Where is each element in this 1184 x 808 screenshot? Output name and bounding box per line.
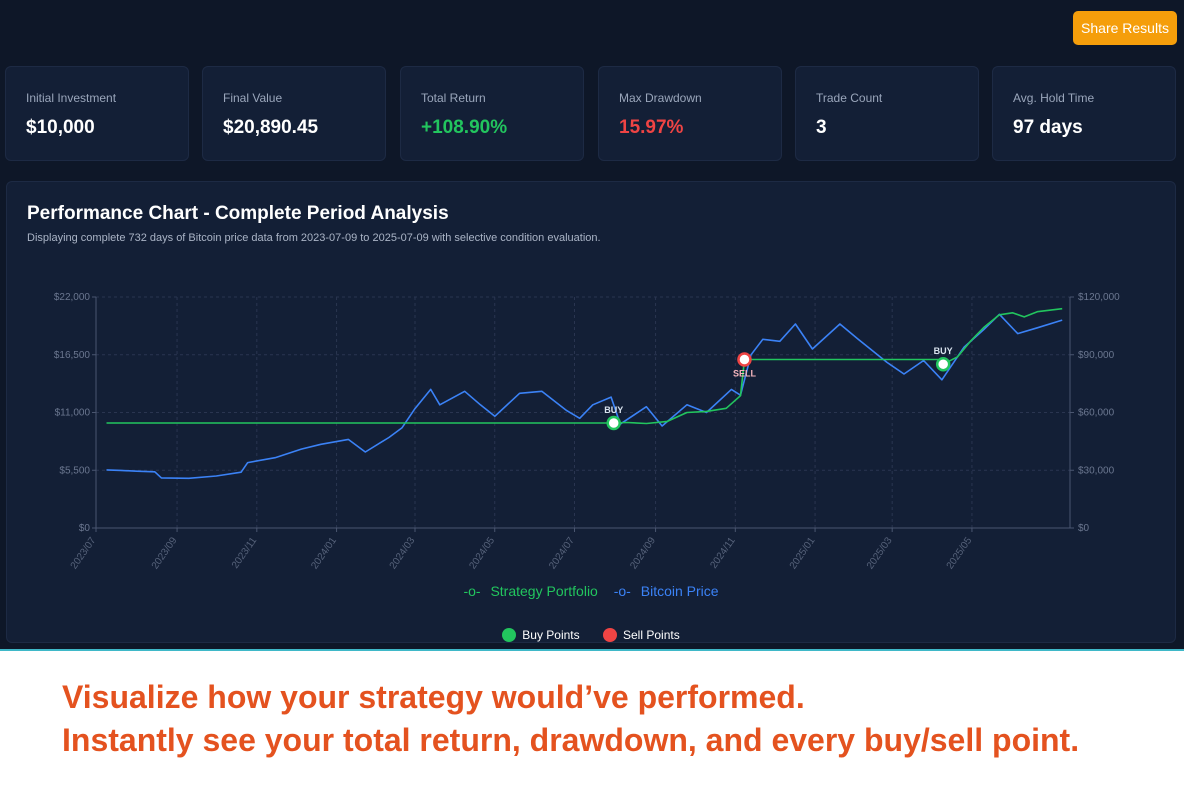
x-tick-label: 2025/03 bbox=[865, 535, 895, 571]
metric-label: Max Drawdown bbox=[619, 91, 702, 105]
x-tick-label: 2024/11 bbox=[708, 535, 738, 571]
metric-value: +108.90% bbox=[421, 117, 508, 138]
y-right-tick-label: $60,000 bbox=[1078, 408, 1115, 419]
x-tick-label: 2025/05 bbox=[945, 535, 975, 571]
buy-marker: BUY bbox=[604, 405, 623, 431]
buy-marker-label: BUY bbox=[934, 346, 953, 356]
sell-points-legend: Sell Points bbox=[603, 628, 680, 642]
strategy-portfolio-line bbox=[106, 307, 1063, 425]
x-tick-label: 2023/11 bbox=[230, 535, 260, 571]
buy-dot-icon bbox=[502, 628, 517, 642]
chart-grid bbox=[95, 296, 1070, 529]
x-tick-label: 2024/03 bbox=[388, 535, 418, 571]
chart-panel-subtitle: Displaying complete 732 days of Bitcoin … bbox=[27, 232, 601, 244]
legend-item-bitcoin[interactable]: -o- Bitcoin Price bbox=[611, 583, 722, 599]
performance-chart: $0 $0 $5,500 $30,000 $11,000 $60,000 $16,500 $9… bbox=[54, 292, 1120, 571]
metric-value: $20,890.45 bbox=[223, 117, 319, 138]
caption-line-1: Visualize how your strategy would’ve per… bbox=[62, 679, 805, 715]
y-right-tick-label: $0 bbox=[1078, 523, 1090, 534]
metric-label: Trade Count bbox=[816, 91, 883, 105]
legend-item-strategy[interactable]: -o- Strategy Portfolio bbox=[460, 583, 600, 599]
sell-points-label: Sell Points bbox=[623, 628, 680, 642]
chart-trade-markers: BUY SELL BUY bbox=[604, 346, 953, 431]
metric-value: 97 days bbox=[1013, 117, 1083, 138]
buy-points-legend: Buy Points bbox=[502, 628, 580, 642]
strategy-portfolio-series bbox=[106, 309, 1062, 424]
y-right-tick-label: $30,000 bbox=[1078, 465, 1115, 476]
metric-label: Avg. Hold Time bbox=[1013, 91, 1095, 105]
sell-marker: SELL bbox=[733, 352, 757, 378]
chart-series-lines bbox=[106, 307, 1063, 480]
x-tick-label: 2025/01 bbox=[788, 535, 818, 571]
metric-card-avg-hold-time: Avg. Hold Time 97 days bbox=[992, 66, 1176, 161]
caption-line-2: Instantly see your total return, drawdow… bbox=[62, 722, 1080, 758]
y-left-tick-label: $22,000 bbox=[54, 292, 91, 303]
metric-label: Total Return bbox=[421, 91, 486, 105]
promo-caption: Visualize how your strategy would’ve per… bbox=[62, 676, 1079, 762]
performance-chart-panel: Performance Chart - Complete Period Anal… bbox=[6, 181, 1176, 643]
y-left-tick-label: $0 bbox=[79, 523, 91, 534]
y-left-tick-label: $11,000 bbox=[55, 408, 91, 419]
bitcoin-price-line bbox=[106, 313, 1063, 480]
sell-marker-dot bbox=[737, 352, 752, 367]
legend-label: Strategy Portfolio bbox=[490, 583, 598, 599]
app-window: Share Results Initial Investment $10,000… bbox=[0, 0, 1184, 650]
metric-label: Initial Investment bbox=[26, 91, 117, 105]
x-tick-label: 2024/09 bbox=[628, 535, 658, 571]
buy-marker-dot bbox=[935, 356, 951, 372]
bitcoin-price-series bbox=[106, 314, 1062, 478]
sell-dot-icon bbox=[603, 628, 617, 642]
sell-marker-label: SELL bbox=[733, 368, 757, 378]
chart-axes bbox=[92, 296, 1074, 532]
metric-value: 15.97% bbox=[619, 117, 684, 138]
x-tick-label: 2023/07 bbox=[69, 535, 99, 571]
y-right-tick-label: $120,000 bbox=[1078, 292, 1120, 303]
x-tick-label: 2023/09 bbox=[150, 535, 180, 571]
chart-panel-title: Performance Chart - Complete Period Anal… bbox=[27, 203, 449, 224]
legend-line-icon: -o- bbox=[613, 583, 631, 599]
metric-card-total-return: Total Return +108.90% bbox=[400, 66, 584, 161]
y-left-tick-label: $16,500 bbox=[54, 350, 91, 361]
metric-card-trade-count: Trade Count 3 bbox=[795, 66, 979, 161]
metric-card-initial-investment: Initial Investment $10,000 bbox=[5, 66, 189, 161]
buy-points-label: Buy Points bbox=[522, 628, 580, 642]
metric-value: $10,000 bbox=[26, 117, 95, 138]
metric-card-final-value: Final Value $20,890.45 bbox=[202, 66, 386, 161]
buy-marker: BUY bbox=[934, 346, 953, 372]
y-left-tick-label: $5,500 bbox=[59, 465, 90, 476]
chart-tick-labels: $0 $0 $5,500 $30,000 $11,000 $60,000 $16,500 $9… bbox=[54, 292, 1120, 571]
trade-points-legend: Buy Points Sell Points bbox=[7, 628, 1175, 642]
buy-marker-label: BUY bbox=[604, 405, 623, 415]
metric-label: Final Value bbox=[223, 91, 283, 105]
chart-legend: -o- Strategy Portfolio -o- Bitcoin Price bbox=[7, 583, 1175, 599]
legend-label: Bitcoin Price bbox=[640, 583, 719, 599]
x-tick-label: 2024/01 bbox=[309, 535, 339, 571]
y-right-tick-label: $90,000 bbox=[1078, 350, 1115, 361]
section-divider bbox=[0, 649, 1184, 651]
metric-value: 3 bbox=[816, 117, 827, 138]
buy-marker-dot bbox=[606, 415, 621, 431]
share-results-button[interactable]: Share Results bbox=[1073, 11, 1177, 45]
metric-card-max-drawdown: Max Drawdown 15.97% bbox=[598, 66, 782, 161]
legend-line-icon: -o- bbox=[463, 583, 481, 599]
x-tick-label: 2024/07 bbox=[547, 535, 577, 571]
x-tick-label: 2024/05 bbox=[467, 535, 497, 571]
